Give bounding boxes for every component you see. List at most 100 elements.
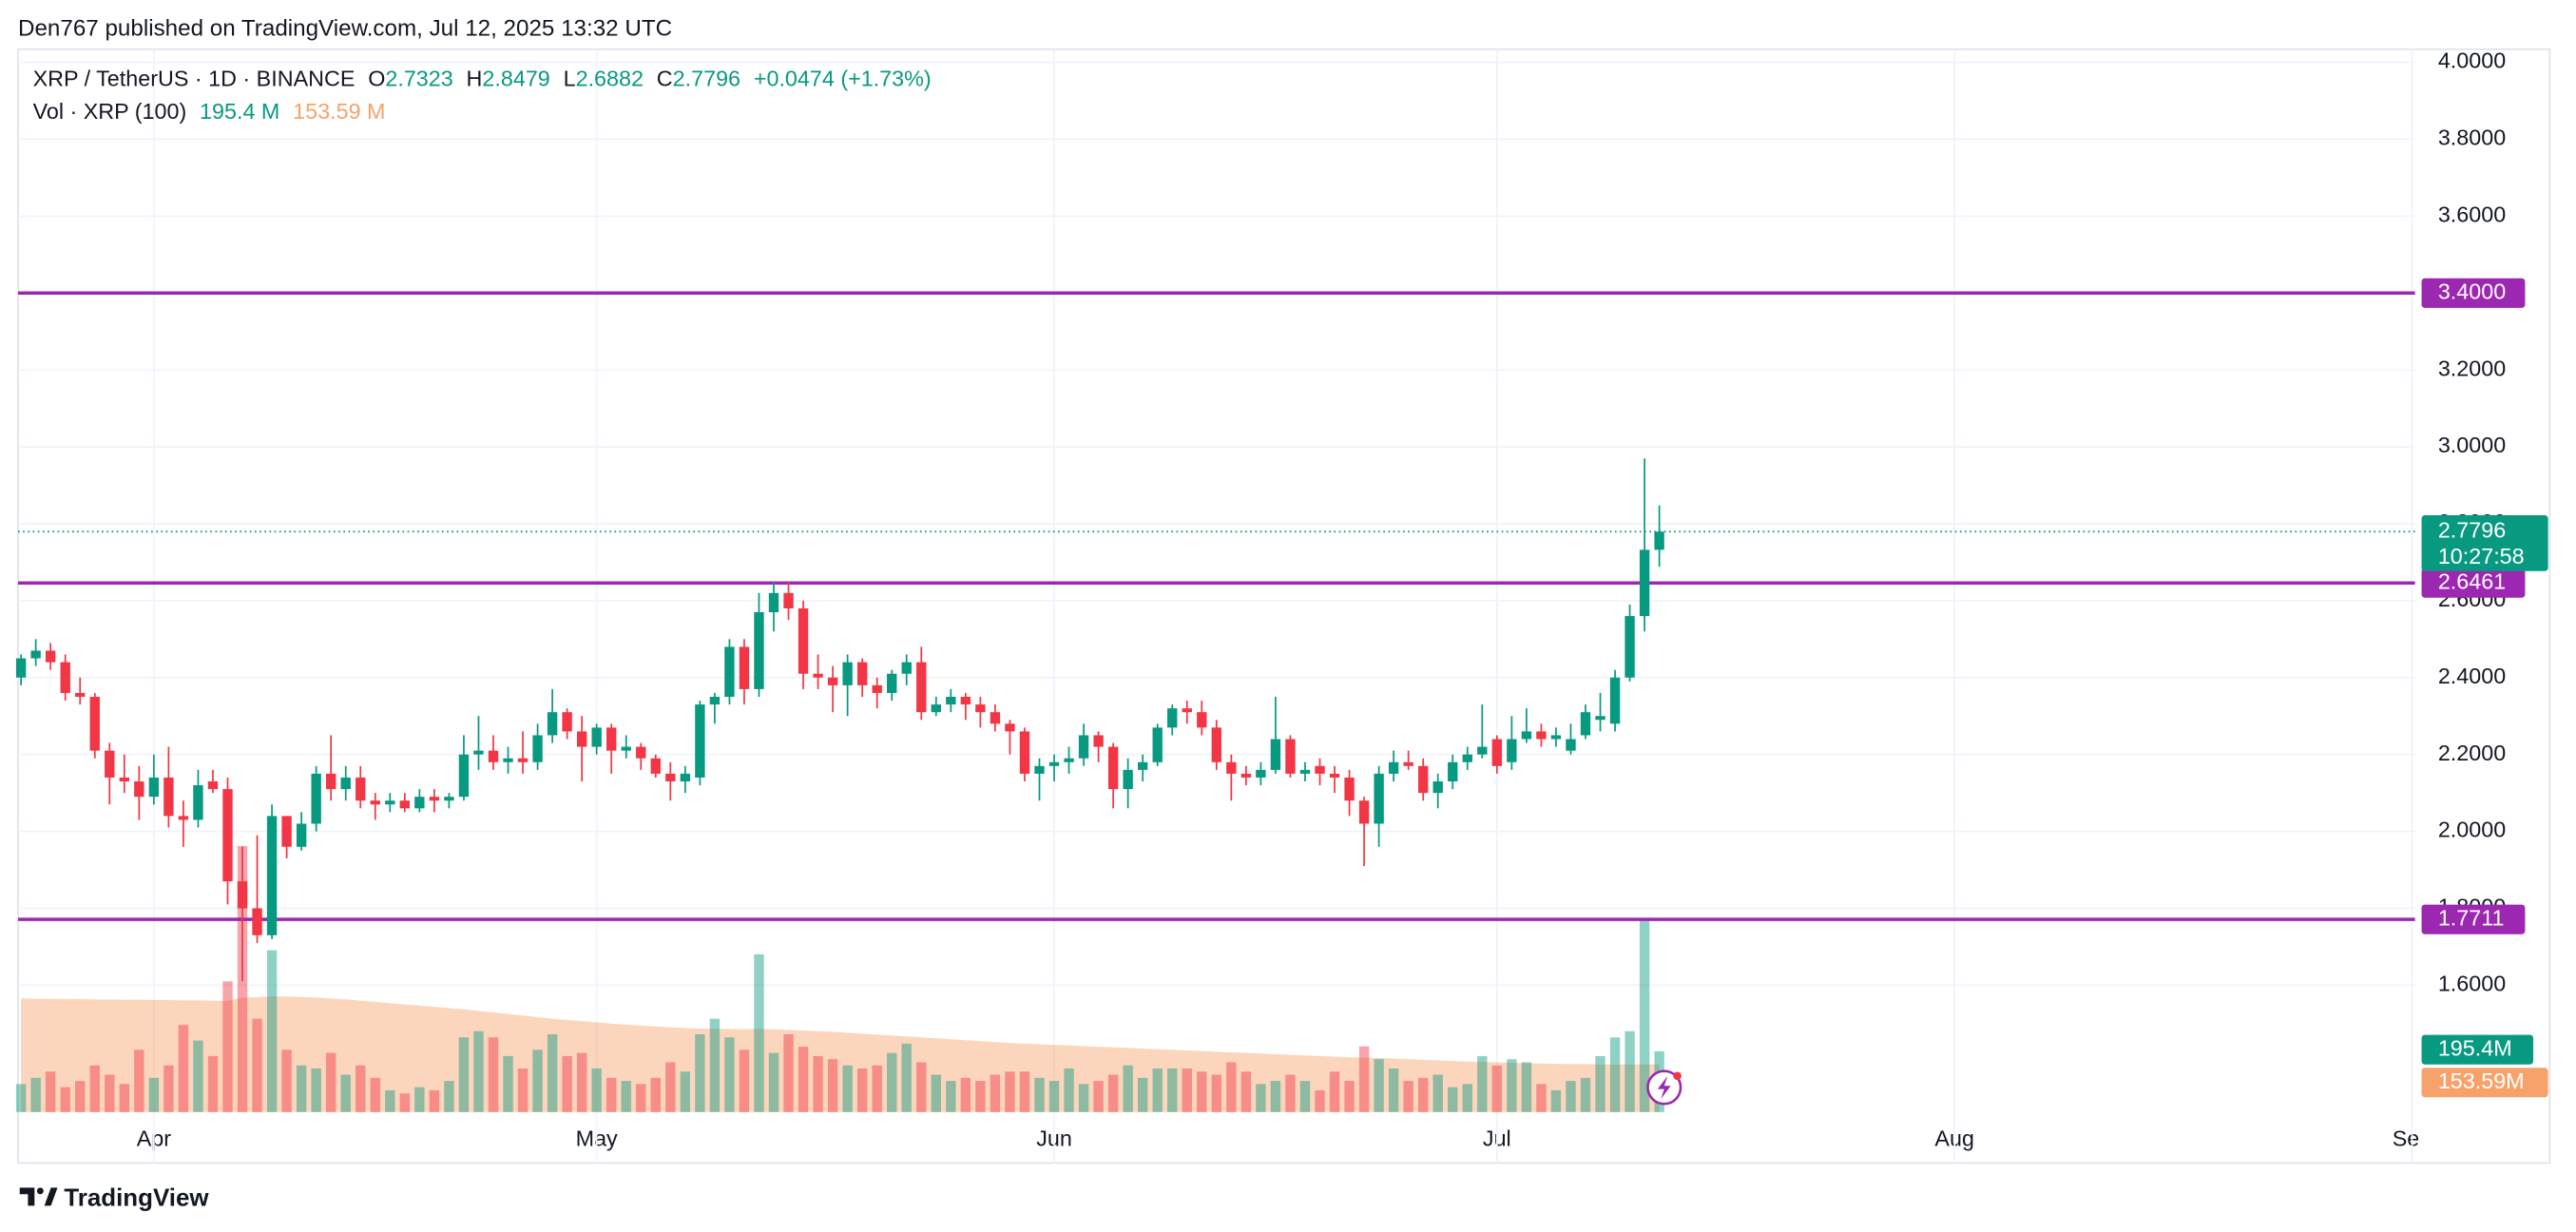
volume-bar <box>1093 1081 1104 1112</box>
volume-bar <box>576 1052 587 1112</box>
candle-body <box>1270 739 1281 770</box>
candle-body <box>739 646 750 689</box>
volume-bar <box>1299 1081 1311 1112</box>
volume-bar <box>1064 1068 1074 1112</box>
candle-body <box>15 658 27 678</box>
volume-bar <box>562 1055 572 1112</box>
volume-bar <box>45 1071 56 1112</box>
candle-body <box>1639 549 1650 617</box>
candle-body <box>1285 739 1296 774</box>
candle-body <box>1137 761 1148 770</box>
candle-body <box>1536 731 1547 740</box>
candle-body <box>1315 765 1325 774</box>
volume-bar <box>414 1087 425 1112</box>
candle-body <box>591 727 602 747</box>
candle-body <box>827 677 838 685</box>
volume-bar <box>1448 1087 1458 1112</box>
candle-body <box>1152 727 1163 762</box>
candle-body <box>1078 735 1089 759</box>
volume-bar <box>356 1065 366 1112</box>
volume-bar <box>665 1062 676 1112</box>
candle-body <box>444 797 454 801</box>
volume-bar <box>60 1087 70 1112</box>
volume-bar <box>340 1074 351 1112</box>
candle-body <box>1240 773 1252 778</box>
volume-bar <box>709 1018 721 1112</box>
candle-body <box>503 758 513 762</box>
volume-bar <box>1566 1081 1576 1112</box>
candle-body <box>30 650 41 659</box>
volume-bar <box>1403 1081 1413 1112</box>
pane-border <box>17 48 2551 1165</box>
volume-bar <box>266 950 278 1112</box>
volume-bar <box>429 1089 440 1112</box>
volume-bar <box>798 1047 809 1112</box>
plot-layer: AprMayJunJulAugSep1.60001.80002.00002.20… <box>15 48 2548 1164</box>
level-tag <box>2421 904 2526 934</box>
candle-body <box>724 646 735 698</box>
low-label: L <box>564 67 576 91</box>
candle-body <box>89 697 100 751</box>
volume-bar <box>105 1074 115 1112</box>
candle-body <box>385 800 395 805</box>
candle-body <box>783 592 794 608</box>
volume-bar <box>887 1052 897 1112</box>
brand-logo <box>19 1187 58 1206</box>
candle-body <box>1034 765 1045 774</box>
volume-bar <box>473 1030 484 1112</box>
candle-body <box>798 607 809 674</box>
candle-body <box>458 754 470 798</box>
y-tick-label: 3.2000 <box>2438 356 2506 380</box>
alert-icon <box>1646 1069 1682 1106</box>
candle-body <box>1211 727 1222 762</box>
volume-bar <box>193 1040 203 1112</box>
volume-bar <box>754 953 764 1112</box>
candle-body <box>872 684 882 693</box>
candle-body <box>975 704 986 713</box>
open-label: O <box>368 67 385 91</box>
candle-body <box>370 800 380 805</box>
volume-bar <box>1507 1059 1517 1112</box>
candle-body <box>105 750 115 778</box>
publisher: Den767 published on TradingView.com, Jul… <box>18 15 672 41</box>
candle-body <box>1595 716 1605 721</box>
candle-body <box>1566 739 1576 751</box>
candle-body <box>1182 708 1192 713</box>
candle-body <box>75 692 86 698</box>
volume-bar <box>75 1081 86 1112</box>
candle-body <box>1226 761 1237 774</box>
volume-bar <box>1462 1084 1472 1112</box>
volume-bar <box>1536 1084 1547 1112</box>
y-tick-label: 4.0000 <box>2438 48 2506 73</box>
candle-body <box>754 612 764 689</box>
level-tag-label: 3.4000 <box>2438 279 2506 303</box>
candle-body <box>148 777 160 798</box>
volume-bar <box>1270 1081 1281 1112</box>
volume-bar <box>783 1034 794 1112</box>
symbol-title: XRP / TetherUS · 1D · BINANCE <box>33 67 356 91</box>
volume-tag-label: 195.4M <box>2438 1035 2512 1060</box>
volume-bar <box>975 1081 986 1112</box>
volume-bar <box>252 1018 262 1112</box>
volume-bar <box>281 1049 292 1112</box>
candle-body <box>1462 754 1472 762</box>
volume-bar <box>89 1065 100 1112</box>
volume-bar <box>591 1068 602 1112</box>
volume-bar <box>636 1084 646 1112</box>
candle-body <box>576 731 587 747</box>
candle-body <box>1609 677 1621 724</box>
volume-bar <box>532 1049 543 1112</box>
volume-ma-value: 153.59 M <box>293 99 385 124</box>
volume-bar <box>148 1077 160 1112</box>
candle-body <box>1388 761 1399 774</box>
volume-ma-tag <box>2421 1068 2548 1098</box>
candle-body <box>1107 746 1119 790</box>
volume-bar <box>1521 1062 1532 1112</box>
y-tick-label: 2.4000 <box>2438 664 2506 688</box>
candle-body <box>547 712 558 736</box>
candle-body <box>1093 735 1104 747</box>
candle-body <box>680 773 691 781</box>
volume-bar <box>222 981 233 1112</box>
volume-bar <box>1048 1081 1060 1112</box>
